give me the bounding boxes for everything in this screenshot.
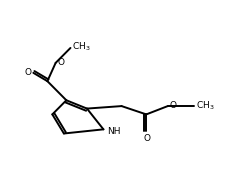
Text: CH$_3$: CH$_3$ (72, 41, 91, 53)
Text: O: O (144, 134, 151, 143)
Text: CH$_3$: CH$_3$ (196, 99, 214, 111)
Text: O: O (57, 57, 64, 67)
Text: O: O (169, 101, 176, 110)
Text: O: O (25, 68, 32, 77)
Text: NH: NH (107, 127, 120, 135)
